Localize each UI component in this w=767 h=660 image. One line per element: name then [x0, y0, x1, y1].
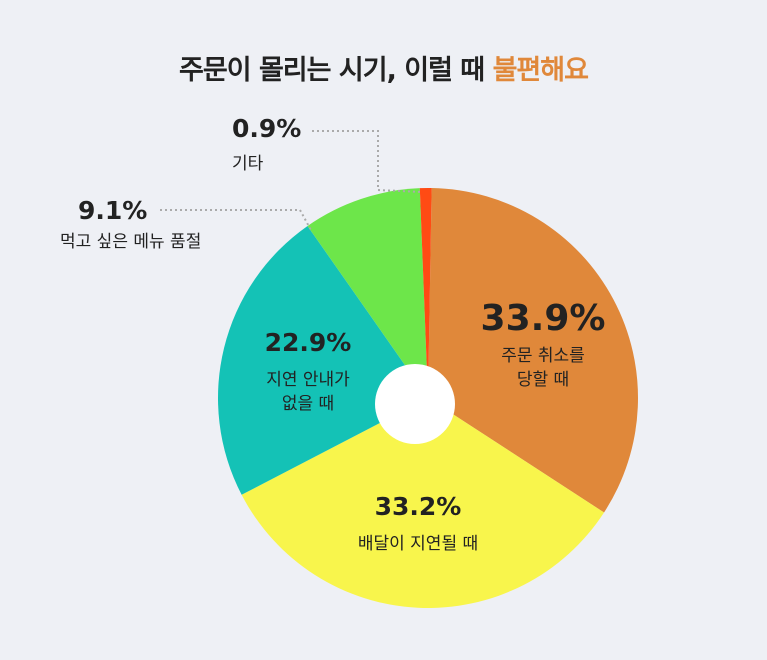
pie-slice [307, 188, 428, 398]
title-text: 주문이 몰리는 시기, 이럴 때 [179, 55, 485, 86]
slice-label: 배달이 지연될 때 [357, 534, 479, 554]
leader-line [312, 130, 423, 193]
pie-slice [218, 225, 428, 495]
slice-label: 지연 안내가 없을 때 [266, 370, 350, 414]
donut-hole [375, 364, 455, 444]
data-label: 33.2% [374, 492, 462, 521]
pie-slice [241, 398, 605, 609]
pie-slice [428, 188, 639, 513]
pie-slice [419, 188, 432, 398]
data-label: 0.9% [232, 114, 302, 143]
slice-label: 주문 취소를 당할 때 [501, 346, 585, 390]
slice-label: 먹고 싶은 메뉴 품절 [60, 232, 202, 252]
chart-title: 주문이 몰리는 시기, 이럴 때 불편해요 [0, 48, 767, 87]
title-highlight: 불편해요 [492, 55, 589, 86]
data-label: 9.1% [78, 196, 148, 225]
data-label: 33.9% [480, 298, 606, 339]
slice-label: 기타 [232, 154, 264, 174]
leader-line [160, 209, 313, 233]
data-label: 22.9% [264, 328, 352, 357]
